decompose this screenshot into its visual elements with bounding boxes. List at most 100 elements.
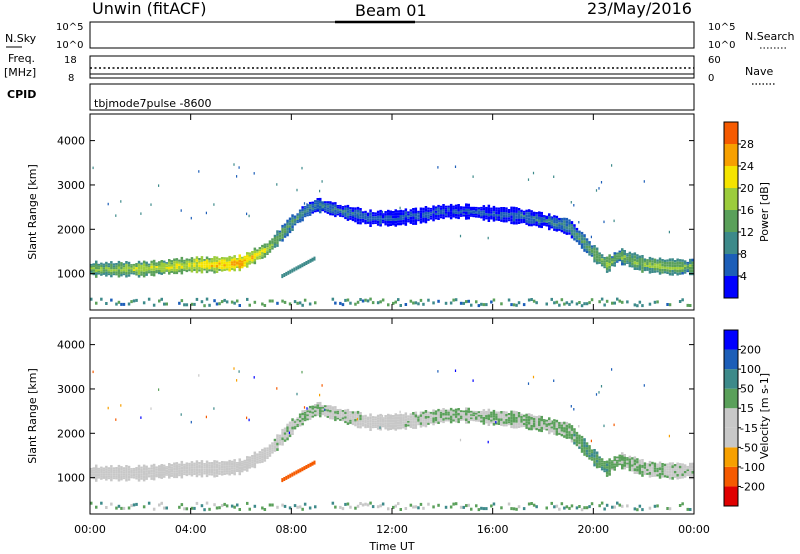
velocity-cell [512, 419, 516, 423]
velocity-cell [590, 439, 592, 443]
velocity-cell [472, 419, 475, 422]
power-cell [349, 217, 352, 220]
velocity-cell [115, 467, 118, 470]
velocity-cell [595, 462, 599, 466]
velocity-cell [341, 417, 345, 420]
velocity-cell [449, 415, 453, 419]
power-cell [595, 253, 599, 256]
velocity-cell [419, 419, 423, 423]
power-cell [115, 214, 117, 217]
velocity-cell [437, 503, 440, 507]
power-cell [505, 219, 508, 223]
power-cell [150, 273, 153, 276]
velocity-cell [389, 427, 392, 430]
power-cell [663, 271, 667, 274]
power-cell [170, 262, 173, 265]
power-cell [223, 266, 226, 269]
velocity-cell [120, 404, 122, 407]
velocity-cell [248, 456, 251, 459]
power-cell [115, 267, 118, 270]
power-cell [208, 303, 211, 307]
velocity-cell [467, 412, 470, 416]
velocity-cell [117, 478, 121, 482]
velocity-cell [258, 455, 262, 458]
velocity-cell [666, 475, 669, 478]
power-cell [565, 226, 569, 230]
power-cell [482, 210, 486, 213]
power-cell [595, 189, 598, 192]
power-cell [336, 212, 340, 214]
velocity-cell [507, 421, 511, 424]
velocity-cell [399, 421, 402, 425]
velocity-cell [213, 407, 215, 410]
power-cell [611, 164, 613, 167]
power-cell [402, 217, 405, 220]
velocity-cell [681, 476, 684, 479]
velocity-cell [515, 419, 518, 423]
velocity-cell [198, 468, 201, 471]
velocity-cell [253, 457, 257, 460]
power-cell [485, 215, 488, 218]
power-cell [432, 210, 435, 214]
velocity-cell [608, 464, 611, 467]
velocity-cell [563, 424, 566, 428]
velocity-cell [623, 466, 626, 470]
velocity-cell [140, 477, 143, 480]
velocity-cell [218, 470, 221, 473]
velocity-cell [535, 427, 538, 431]
velocity-cell [311, 461, 314, 466]
power-cell [190, 269, 194, 273]
power-cell [190, 302, 194, 306]
power-cell [321, 204, 324, 207]
power-cell [515, 218, 518, 222]
power-cell [658, 263, 662, 267]
power-cell [673, 269, 677, 272]
velocity-cell [517, 417, 521, 420]
velocity-cell [364, 419, 367, 422]
power-cell [568, 302, 571, 306]
power-cell [102, 267, 106, 270]
velocity-cell [459, 412, 463, 414]
power-cell [193, 262, 196, 265]
velocity-cell [180, 475, 184, 479]
velocity-cell [397, 424, 400, 427]
power-cell [253, 261, 257, 265]
velocity-cell [324, 412, 327, 415]
velocity-cell [490, 415, 493, 418]
velocity-cell [621, 457, 624, 461]
velocity-cell [588, 449, 591, 453]
power-cell [475, 300, 478, 304]
power-cell [588, 301, 591, 305]
power-cell [371, 218, 375, 221]
power-ylabel: Slant Range [km] [26, 164, 39, 260]
power-cell [223, 259, 226, 262]
velocity-cell [127, 468, 131, 471]
velocity-cell [462, 412, 465, 414]
velocity-cell [392, 415, 395, 418]
velocity-cell [339, 412, 342, 415]
power-cell [636, 262, 639, 265]
velocity-cell [444, 409, 448, 412]
velocity-cell [417, 414, 420, 417]
velocity-cell [215, 466, 219, 469]
power-cell [283, 228, 287, 231]
power-cell [510, 212, 513, 216]
velocity-cell [140, 416, 142, 419]
power-cell [188, 265, 191, 268]
power-cell [215, 264, 219, 268]
power-cell [580, 234, 584, 238]
velocity-cell [283, 429, 287, 433]
velocity-cell [454, 410, 458, 414]
velocity-cell [110, 478, 113, 482]
power-cell [301, 166, 303, 170]
power-cell [266, 253, 269, 255]
velocity-cell [452, 502, 455, 506]
velocity-cell [339, 418, 342, 421]
power-cell [110, 266, 113, 270]
power-cell [417, 302, 420, 306]
velocity-cell [120, 506, 123, 510]
power-cell [193, 268, 196, 271]
velocity-cell [208, 466, 211, 469]
velocity-cell [198, 473, 201, 476]
power-cell [308, 213, 312, 216]
